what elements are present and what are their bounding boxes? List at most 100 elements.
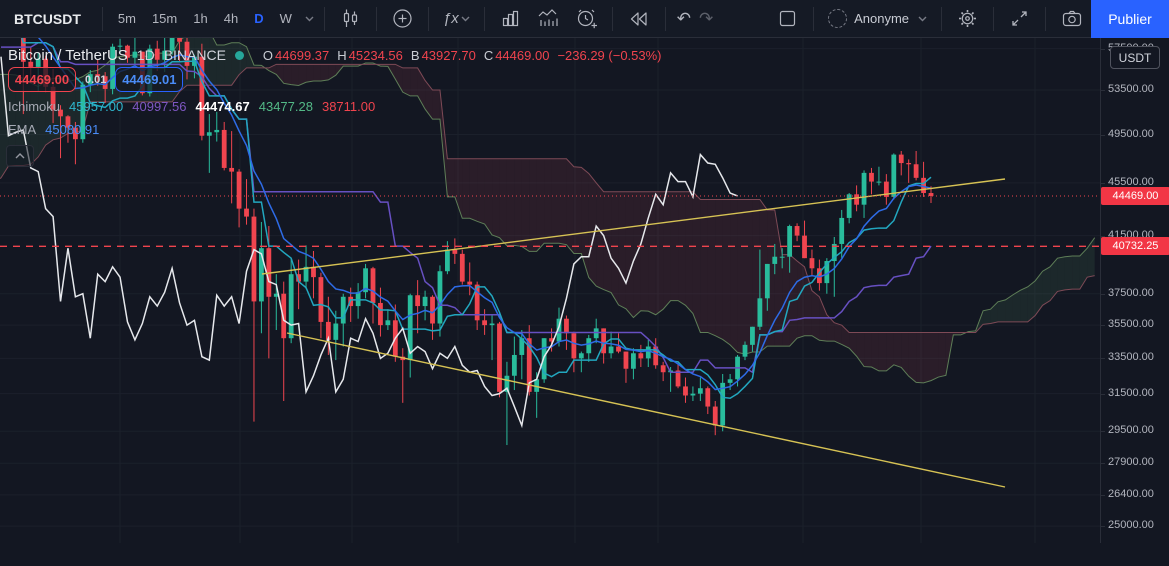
ichimoku-base-value: 40997.56 (132, 99, 187, 114)
legend-collapse-button[interactable] (6, 145, 34, 167)
compare-add-button[interactable] (384, 4, 421, 34)
toolbar-right: Anonyme (769, 0, 1169, 38)
ichimoku-lead1-value: 43477.28 (258, 99, 313, 114)
layout-square-icon (779, 10, 796, 27)
separator (101, 6, 103, 31)
separator (375, 6, 377, 31)
price-tick-label: 31500.00 (1108, 386, 1154, 399)
price-axis[interactable]: 57500.0053500.0049500.0045500.0041500.00… (1100, 38, 1169, 543)
timeframe-15m[interactable]: 15m (151, 11, 178, 26)
indicators-button[interactable]: ƒx (436, 4, 477, 34)
symbol-button[interactable]: BTCUSDT (14, 10, 81, 27)
price-tick-label: 45500.00 (1108, 175, 1154, 188)
price-tick-mark (1101, 235, 1105, 237)
market-status-dot (234, 50, 244, 60)
price-tick-label: 35500.00 (1108, 318, 1154, 331)
bar-replay-button[interactable] (620, 4, 658, 34)
ohlc-values: O 44699.37 H 45234.56 B 43927.70 C 44469.00 … (263, 48, 662, 63)
separator (993, 6, 994, 31)
exchange-label: BINANCE (163, 47, 226, 63)
sell-button[interactable]: 44469.00 (8, 67, 76, 92)
price-tick-mark (1101, 463, 1105, 465)
price-tick-mark (1101, 48, 1105, 50)
redo-button[interactable]: ↷ (695, 4, 717, 34)
undo-icon: ↶ (676, 8, 691, 28)
price-tick-mark (1101, 293, 1105, 295)
ichimoku-label: Ichimoku (8, 99, 61, 114)
close-value: 44469.00 (495, 47, 550, 63)
ema-label: EMA (8, 122, 37, 137)
chevron-down-icon (918, 16, 927, 21)
avatar (828, 9, 848, 28)
separator (941, 6, 942, 31)
separator (323, 6, 325, 31)
alert-price-label[interactable]: 40732.25 (1101, 237, 1169, 256)
chart-legend: Bitcoin / TetherUS 1D BINANCE O 44699.37 … (8, 45, 662, 65)
bid-ask-widget: 44469.00 0.01 44469.01 (8, 67, 184, 92)
buy-button[interactable]: 44469.01 (115, 67, 184, 92)
price-tick-mark (1101, 526, 1105, 528)
timeframe-1h[interactable]: 1h (193, 11, 208, 26)
gear-icon (959, 10, 976, 27)
username: Anonyme (854, 11, 909, 26)
ema-legend-row[interactable]: EMA 45080.91 (8, 122, 99, 137)
low-key: B (410, 47, 420, 63)
settings-button[interactable] (949, 4, 986, 34)
chevron-down-icon (461, 16, 470, 21)
currency-toggle[interactable]: USDT (1110, 46, 1160, 69)
trendline-ascending-support[interactable] (261, 178, 1006, 275)
separator (664, 6, 666, 31)
change-value: −236.29 (−0.53%) (557, 47, 662, 63)
low-value: 43927.70 (421, 47, 476, 63)
line-and-bars-icon (538, 9, 558, 26)
chevron-down-icon (305, 16, 314, 21)
fx-icon: ƒx (442, 10, 459, 27)
separator (483, 6, 485, 31)
price-tick-label: 29500.00 (1108, 424, 1154, 437)
price-tick-mark (1101, 358, 1105, 360)
ichimoku-legend-row[interactable]: Ichimoku 45957.00 40997.56 44474.67 4347… (8, 99, 375, 114)
fundamentals-button[interactable] (529, 4, 567, 34)
layout-button[interactable] (769, 4, 806, 34)
templates-button[interactable] (492, 4, 529, 34)
ema-line (37, 38, 932, 391)
chart-area[interactable]: Bitcoin / TetherUS 1D BINANCE O 44699.37 … (0, 38, 1169, 543)
undo-button[interactable]: ↶ (673, 4, 695, 34)
timeframe-5m[interactable]: 5m (117, 11, 136, 26)
camera-icon (1062, 10, 1082, 27)
user-menu[interactable]: Anonyme (821, 4, 934, 34)
price-tick-mark (1101, 393, 1105, 395)
snapshot-button[interactable] (1053, 4, 1091, 34)
price-tick-label: 49500.00 (1108, 127, 1154, 140)
trendline-descending-support[interactable] (286, 332, 1006, 488)
candlestick-icon (343, 9, 357, 27)
grid-layer (0, 38, 1100, 543)
redo-icon: ↷ (698, 8, 714, 28)
publish-button[interactable]: Publier (1091, 0, 1169, 38)
ichimoku-lead2-value: 38711.00 (321, 99, 376, 114)
price-chart-canvas[interactable] (0, 38, 1100, 543)
fullscreen-button[interactable] (1001, 4, 1038, 34)
timeframe-1w[interactable]: W (279, 11, 292, 26)
price-tick-label: 53500.00 (1108, 83, 1154, 95)
symbol-legend-row[interactable]: Bitcoin / TetherUS 1D BINANCE O 44699.37 … (8, 45, 662, 65)
alert-add-button[interactable] (567, 4, 605, 34)
price-tick-mark (1101, 90, 1105, 91)
separator (611, 6, 613, 31)
separator (427, 6, 429, 31)
price-tick-label: 37500.00 (1108, 286, 1154, 299)
price-tick-label: 26400.00 (1108, 487, 1154, 500)
close-key: C (483, 47, 494, 63)
timeframe-menu-button[interactable] (300, 4, 317, 34)
rewind-icon (630, 11, 647, 26)
open-value: 44699.37 (275, 47, 330, 63)
timeframe-1d-active[interactable]: D (254, 11, 264, 26)
timeframe-4h[interactable]: 4h (223, 11, 239, 26)
separator (1045, 6, 1046, 31)
ichimoku-conversion-value: 45957.00 (69, 99, 124, 114)
price-tick-mark (1101, 494, 1105, 496)
high-value: 45234.56 (348, 47, 403, 63)
current-price-label: 44469.00 (1101, 187, 1169, 205)
chart-style-button[interactable] (332, 4, 369, 34)
